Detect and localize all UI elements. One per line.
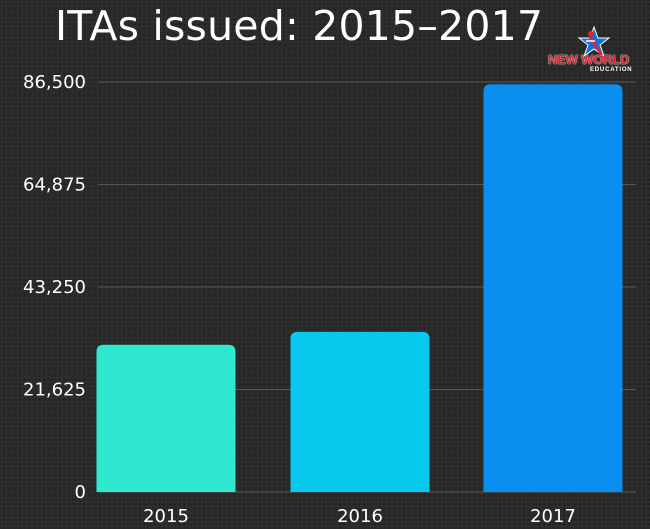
y-tick-label: 21,625	[23, 380, 86, 401]
new-world-education-logo: NEW WORLD EDUCATION	[546, 25, 644, 77]
x-category-label: 2015	[143, 506, 189, 527]
y-tick-label: 86,500	[23, 72, 86, 93]
chart-title: ITAs issued: 2015–2017	[55, 2, 544, 50]
bar-2017	[483, 84, 623, 493]
bar-2016	[290, 331, 430, 492]
logo-brand-text: NEW WORLD	[548, 52, 630, 67]
bar-2015	[96, 344, 236, 492]
y-tick-label: 0	[75, 482, 86, 503]
y-tick-label: 43,250	[23, 277, 86, 298]
logo-sub-text: EDUCATION	[590, 67, 633, 73]
x-category-label: 2016	[337, 506, 383, 527]
x-category-label: 2017	[530, 506, 576, 527]
y-tick-label: 64,875	[23, 175, 86, 196]
star-figure-icon	[577, 25, 611, 58]
